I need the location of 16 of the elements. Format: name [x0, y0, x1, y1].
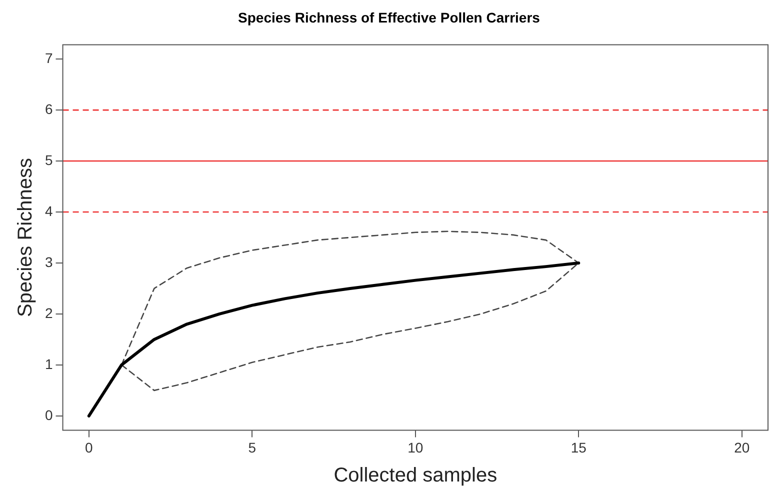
y-tick-label: 6: [44, 100, 53, 117]
x-tick-label: 0: [85, 439, 94, 456]
y-axis-title: Species Richness: [14, 158, 37, 317]
x-tick-label: 20: [734, 439, 750, 456]
y-tick-label: 1: [44, 356, 53, 372]
y-tick-label: 3: [44, 254, 53, 270]
x-tick-label: 10: [408, 439, 424, 456]
x-tick-label: 15: [570, 439, 587, 456]
x-axis-title: Collected samples: [334, 464, 498, 487]
y-tick-label: 7: [44, 50, 53, 66]
x-tick-label: 5: [248, 439, 256, 456]
y-tick-label: 4: [44, 202, 53, 219]
y-tick-label: 0: [44, 406, 53, 423]
y-tick-label: 5: [44, 152, 53, 168]
chart-title: Species Richness of Effective Pollen Carriers: [238, 9, 540, 26]
y-tick-label: 2: [44, 304, 53, 321]
